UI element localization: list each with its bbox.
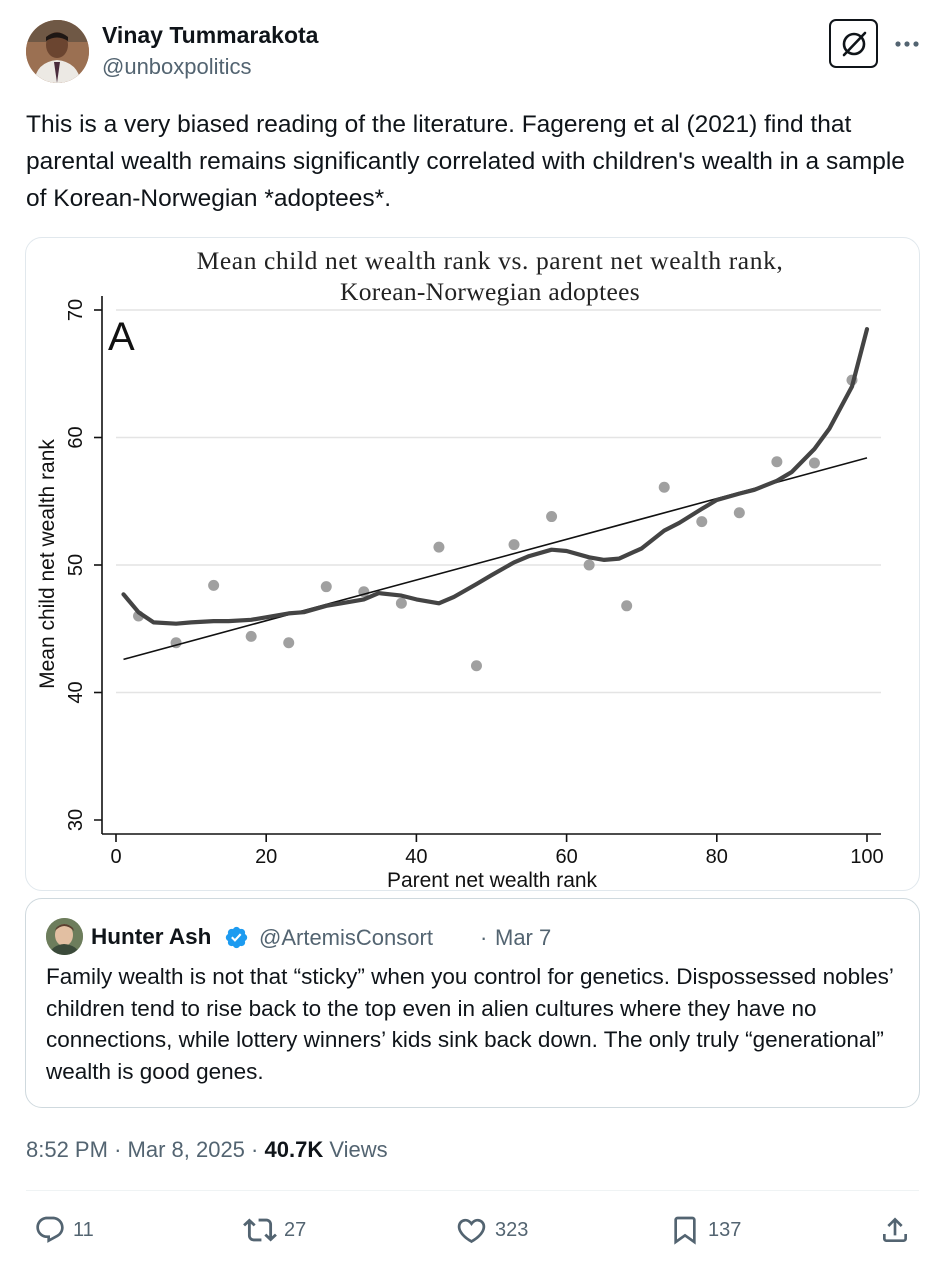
data-point (621, 600, 633, 612)
data-point (771, 456, 783, 468)
chart-y-ticks: 30 40 50 60 70 (65, 299, 102, 831)
tweet-media-chart[interactable]: Mean child net wealth rank vs. parent ne… (25, 237, 920, 891)
bookmark-button[interactable]: 137 (669, 1213, 741, 1247)
tweet-meta: 8:52 PM · Mar 8, 2025 · 40.7K Views (26, 1137, 388, 1163)
quoted-avatar-image (46, 918, 83, 955)
x-tick-label: 60 (555, 846, 577, 868)
views-label: Views (329, 1137, 388, 1162)
more-icon (895, 41, 919, 47)
chart-x-ticks: 0 20 40 60 80 100 (110, 834, 884, 868)
data-point (508, 539, 520, 551)
data-point (696, 516, 708, 528)
author-avatar[interactable] (26, 20, 89, 83)
more-button[interactable] (892, 30, 922, 58)
y-tick-label: 60 (65, 426, 87, 448)
heart-icon (457, 1218, 486, 1243)
data-point (733, 507, 745, 519)
x-tick-label: 100 (850, 846, 883, 868)
y-tick-label: 50 (65, 554, 87, 576)
reply-icon (36, 1216, 64, 1243)
data-point (283, 637, 295, 649)
quoted-separator: · (480, 925, 488, 950)
chart-points (133, 374, 858, 672)
x-tick-label: 80 (706, 846, 728, 868)
meta-separator: · (251, 1137, 259, 1162)
chart-smooth-curve (121, 327, 870, 626)
data-point (583, 559, 595, 571)
wealth-rank-chart: Mean child net wealth rank vs. parent ne… (36, 246, 884, 890)
quoted-tweet[interactable]: Hunter Ash @ArtemisConsort · Mar 7 Famil… (25, 898, 920, 1108)
quoted-author-name[interactable]: Hunter Ash (91, 924, 212, 949)
data-point (208, 579, 220, 591)
tweet-time[interactable]: 8:52 PM (26, 1137, 108, 1162)
quoted-text: Family wealth is not that “sticky” when … (46, 964, 894, 1084)
smooth-curve (121, 327, 870, 626)
data-point (808, 457, 820, 469)
author-handle[interactable]: @unboxpolitics (102, 54, 252, 79)
y-tick-label: 70 (65, 299, 87, 321)
repost-count: 27 (284, 1218, 307, 1241)
bookmark-icon (674, 1216, 696, 1245)
data-point (320, 581, 332, 593)
tweet-text: This is a very biased reading of the lit… (26, 111, 905, 212)
chart-x-axis-label: Parent net wealth rank (387, 869, 598, 890)
reply-count: 11 (73, 1218, 94, 1241)
bookmark-count: 137 (708, 1218, 742, 1241)
quoted-date[interactable]: Mar 7 (495, 925, 552, 950)
chart-y-axis-label: Mean child net wealth rank (36, 439, 59, 689)
verified-badge-icon (224, 925, 249, 950)
y-tick-label: 30 (65, 809, 87, 831)
grok-button[interactable] (829, 19, 878, 68)
data-point (395, 597, 407, 609)
data-point (658, 481, 670, 493)
divider (26, 1190, 919, 1191)
data-point (433, 541, 445, 553)
like-count: 323 (495, 1218, 529, 1241)
like-button[interactable]: 323 (455, 1213, 528, 1247)
views-count: 40.7K (264, 1137, 324, 1162)
reply-button[interactable]: 11 (34, 1213, 94, 1247)
share-icon (883, 1217, 907, 1242)
avatar-image (26, 20, 89, 83)
x-tick-label: 20 (255, 846, 277, 868)
y-tick-label: 40 (65, 681, 87, 703)
data-point (470, 660, 482, 672)
tweet-date[interactable]: Mar 8, 2025 (127, 1137, 245, 1162)
quoted-author-handle[interactable]: @ArtemisConsort (259, 925, 433, 950)
x-tick-label: 0 (110, 846, 121, 868)
repost-button[interactable]: 27 (243, 1213, 306, 1247)
repost-icon (243, 1218, 277, 1242)
chart-gridlines (116, 309, 881, 694)
share-button[interactable] (879, 1213, 911, 1247)
data-point (245, 630, 257, 642)
chart-title: Mean child net wealth rank vs. parent ne… (197, 246, 784, 275)
meta-separator: · (114, 1137, 122, 1162)
chart-panel-label: A (108, 315, 135, 359)
data-point (546, 511, 558, 523)
grok-icon (842, 31, 866, 56)
chart-subtitle: Korean-Norwegian adoptees (340, 277, 640, 306)
quoted-author-avatar[interactable] (46, 918, 83, 955)
author-name[interactable]: Vinay Tummarakota (102, 22, 319, 48)
x-tick-label: 40 (405, 846, 427, 868)
